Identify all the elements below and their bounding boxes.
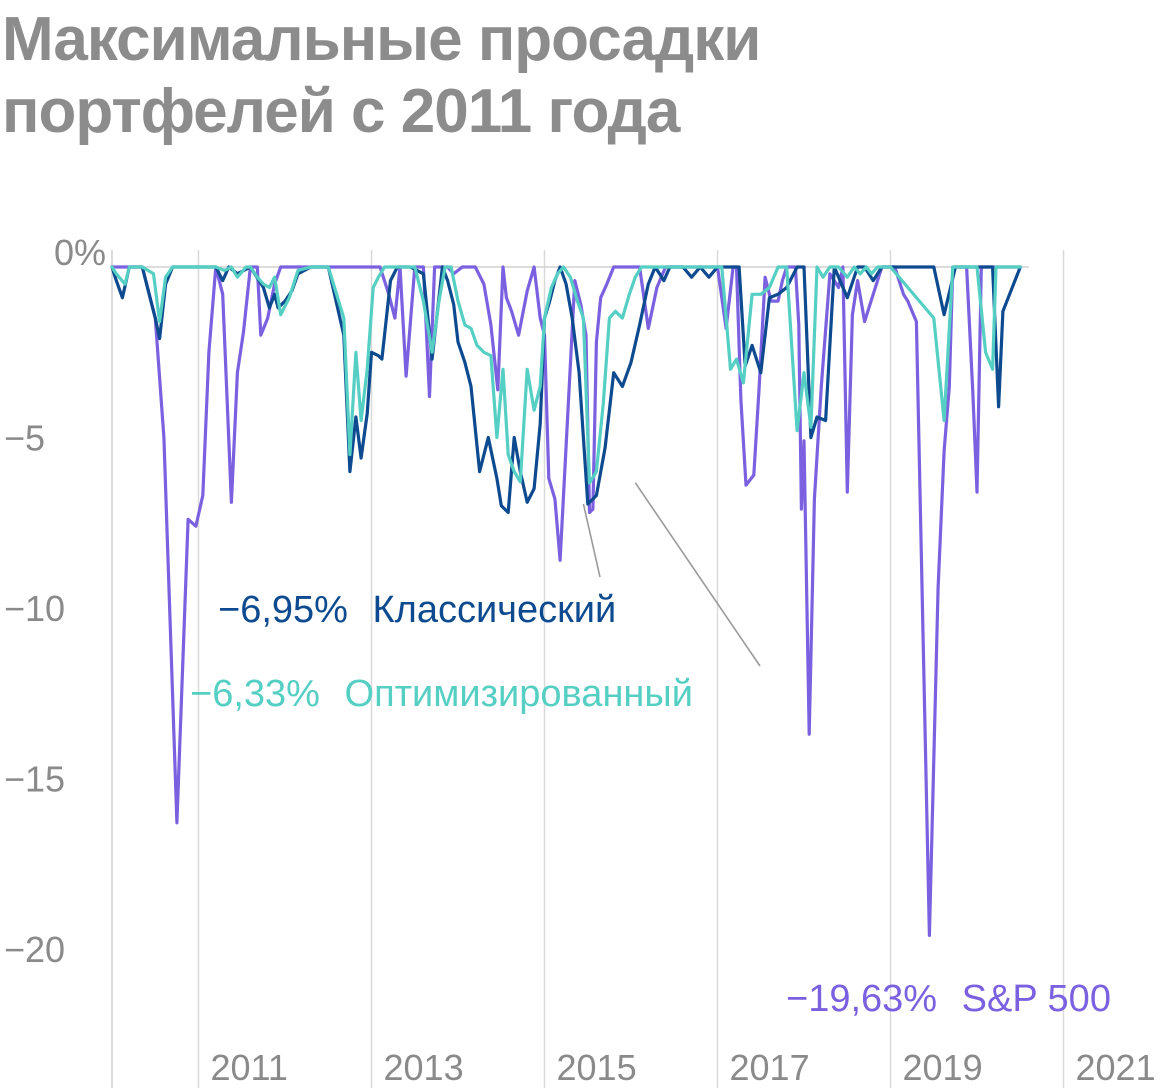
y-tick-label: 0% bbox=[54, 232, 106, 273]
y-axis-ticks: 0% −5 −10 −15 −20 bbox=[4, 232, 106, 970]
chart-title: Максимальные просадки портфелей с 2011 г… bbox=[2, 4, 1152, 148]
chart-title-line-2: портфелей с 2011 года bbox=[2, 77, 680, 146]
annotation-classic: −6,95% Классический bbox=[218, 589, 616, 631]
series-line-Классический bbox=[110, 265, 1022, 515]
annotation-optimized: −6,33% Оптимизированный bbox=[190, 673, 693, 715]
chart-title-line-1: Максимальные просадки bbox=[2, 5, 761, 74]
series-line-Оптимизированный bbox=[110, 265, 1022, 485]
series-lines bbox=[110, 265, 1022, 938]
x-tick-label: 2019 bbox=[903, 1047, 983, 1088]
x-axis-ticks: 2011 2013 2015 2017 2019 2021 bbox=[211, 1047, 1156, 1088]
annotation-sp500: −19,63% S&P 500 bbox=[786, 978, 1111, 1020]
y-tick-label: −10 bbox=[4, 588, 65, 629]
annotation-leader bbox=[634, 482, 761, 667]
annotation-leader bbox=[582, 503, 601, 578]
annotation-classic-value: −6,95% bbox=[218, 589, 348, 631]
x-tick-label: 2011 bbox=[211, 1047, 288, 1088]
annotation-leaders bbox=[582, 482, 761, 667]
annotation-optimized-name: Оптимизированный bbox=[345, 673, 693, 715]
y-tick-label: −5 bbox=[4, 418, 45, 459]
annotation-sp500-name: S&P 500 bbox=[962, 978, 1111, 1020]
y-tick-label: −20 bbox=[4, 929, 65, 970]
x-tick-label: 2017 bbox=[730, 1047, 810, 1088]
x-tick-label: 2013 bbox=[384, 1047, 464, 1088]
x-tick-label: 2015 bbox=[557, 1047, 637, 1088]
annotation-classic-name: Классический bbox=[373, 589, 617, 631]
annotation-optimized-value: −6,33% bbox=[190, 673, 320, 715]
x-tick-label: 2021 bbox=[1076, 1047, 1156, 1088]
y-tick-label: −15 bbox=[4, 759, 65, 800]
annotation-sp500-value: −19,63% bbox=[786, 978, 937, 1020]
series-line-S&P 500 bbox=[110, 265, 1022, 938]
